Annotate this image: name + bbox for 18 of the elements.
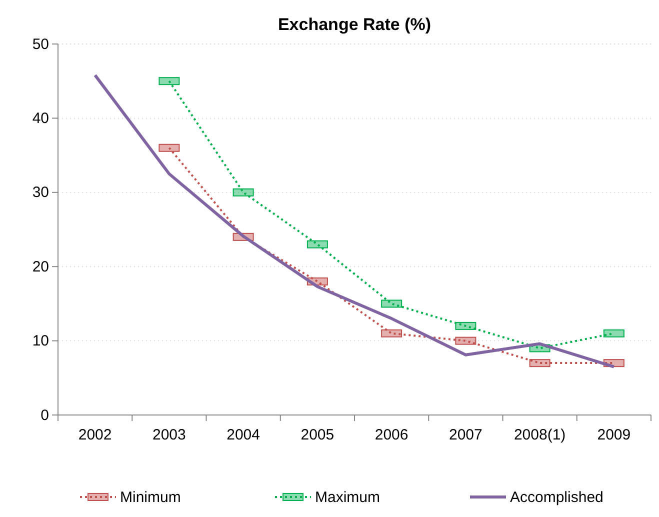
y-tick-label: 10 (32, 332, 49, 350)
x-tick-label: 2002 (78, 426, 112, 444)
legend-label: Maximum (315, 489, 380, 506)
y-tick-label: 40 (32, 110, 49, 127)
x-tick-label: 2003 (152, 426, 186, 444)
legend-label: Accomplished (510, 489, 604, 506)
x-tick-label: 2005 (300, 426, 334, 444)
x-tick-label: 2008(1) (514, 426, 566, 444)
x-tick-label: 2009 (597, 426, 631, 444)
x-tick-label: 2006 (374, 426, 408, 444)
y-tick-label: 50 (32, 36, 49, 53)
x-tick-label: 2004 (226, 426, 260, 444)
y-tick-label: 30 (32, 184, 49, 202)
legend-label: Minimum (120, 489, 181, 506)
x-tick-label: 2007 (449, 426, 482, 444)
y-tick-label: 0 (40, 406, 49, 424)
chart-title: Exchange Rate (%) (278, 15, 432, 34)
y-tick-label: 20 (32, 258, 49, 276)
